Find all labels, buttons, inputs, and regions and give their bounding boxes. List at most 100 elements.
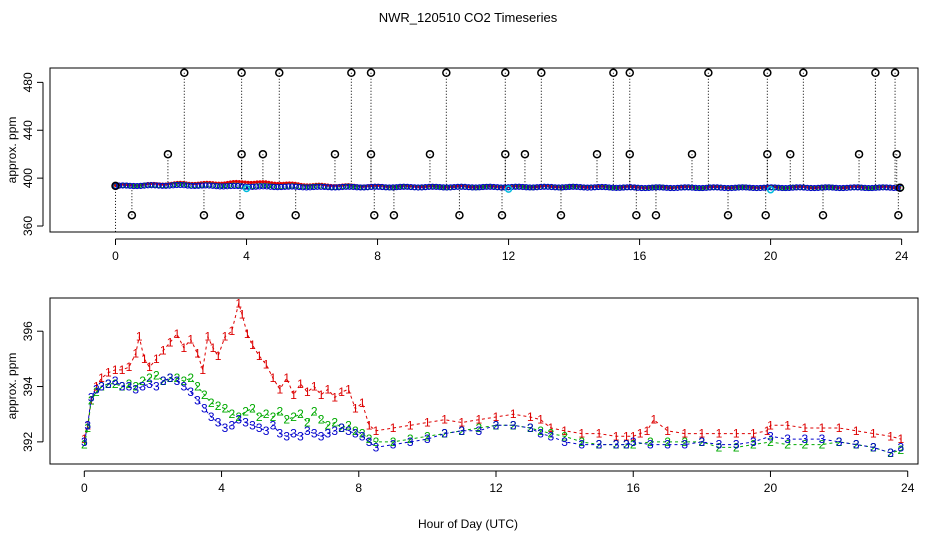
bottom-series-1-point: 1 — [784, 418, 791, 432]
bottom-series-3-point: 3 — [561, 435, 568, 449]
top-series-3-point — [451, 183, 458, 191]
bottom-series-1-point: 1 — [167, 335, 174, 349]
bottom-series-3-point: 3 — [596, 438, 603, 452]
bottom-x-tick-label: 24 — [901, 481, 915, 495]
bottom-series-2-point: 2 — [784, 438, 791, 452]
bottom-series-1-point: 1 — [510, 407, 517, 421]
top-series-3-point — [177, 181, 184, 189]
bottom-series-1-point: 1 — [204, 330, 211, 344]
bottom-series-1-point: 1 — [644, 424, 651, 438]
bottom-series-3-point: 3 — [476, 424, 483, 438]
top-series-3-point — [361, 184, 368, 191]
top-series-3-point — [807, 184, 814, 192]
top-series-3-point — [742, 184, 750, 191]
bottom-series-3-point: 3 — [537, 427, 544, 441]
bottom-series-2-point: 2 — [716, 440, 723, 454]
top-series-3-point — [292, 183, 299, 190]
bottom-series-2-point: 2 — [801, 438, 808, 452]
bottom-series-2-point: 2 — [194, 380, 201, 394]
top-series-3-point — [382, 184, 389, 191]
top-series-3-point — [796, 184, 804, 191]
bottom-series-2-point: 2 — [187, 371, 194, 385]
top-series-3-point — [144, 182, 152, 189]
bottom-series-1-point: 1 — [283, 371, 290, 385]
top-flagged-point — [242, 184, 251, 193]
bottom-series-1-point: 1 — [174, 327, 181, 341]
bottom-series-3-point: 3 — [283, 429, 290, 443]
bottom-series-1-point: 1 — [390, 421, 397, 435]
bottom-series-1-point: 1 — [210, 341, 217, 355]
top-series-3-point — [425, 183, 433, 190]
top-series-3-point — [433, 183, 440, 190]
top-series-3-point — [876, 184, 883, 191]
bottom-series-1-point: 1 — [366, 418, 373, 432]
top-series-3-point — [526, 184, 533, 191]
bottom-series-2-point: 2 — [215, 399, 222, 413]
top-outlier-point — [330, 149, 340, 159]
top-y-axis-label: approx. ppm — [5, 117, 19, 184]
bottom-series-3-point: 3 — [215, 416, 222, 430]
top-series-3-point — [469, 184, 476, 191]
bottom-series-2-point: 2 — [537, 424, 544, 438]
bottom-series-3-point: 3 — [716, 438, 723, 452]
bottom-series-3-point: 3 — [345, 424, 352, 438]
top-series-3-point — [566, 183, 573, 190]
top-series-3-point — [191, 182, 198, 189]
bottom-series-3-point: 3 — [81, 435, 88, 449]
top-series-3-point — [180, 182, 188, 189]
top-outlier-point — [520, 149, 530, 159]
top-series-1-point — [267, 180, 271, 184]
top-series-3-point — [415, 184, 422, 191]
bottom-series-1-point: 1 — [222, 330, 229, 344]
top-series-3-point — [123, 182, 130, 189]
bottom-series-1-point: 1 — [194, 346, 201, 360]
top-series-3-point — [775, 184, 782, 191]
top-series-3-point — [501, 184, 508, 191]
bottom-series-1-point: 1 — [527, 410, 534, 424]
top-series-3-point — [461, 183, 469, 190]
top-series-1-point — [264, 180, 268, 184]
bottom-series-2-point: 2 — [242, 404, 249, 418]
top-panel: 0 4 8 12 16 20 24 360 400 440 480 — [21, 67, 919, 263]
bottom-series-2-point: 2 — [664, 435, 671, 449]
bottom-series-1-point: 1 — [441, 413, 448, 427]
bottom-series-3-point: 3 — [119, 380, 126, 394]
top-series-3-point — [692, 184, 699, 191]
top-series-3-point — [357, 184, 364, 191]
bottom-series-3-point: 3 — [304, 424, 311, 438]
bottom-series-2-point: 2 — [167, 371, 174, 385]
bottom-series-2-point: 2 — [819, 438, 826, 452]
bottom-series-3-point: 3 — [424, 432, 431, 446]
top-series-3-point — [739, 184, 746, 191]
top-series-3-point — [321, 183, 328, 191]
bottom-series-1-point: 1 — [338, 385, 345, 399]
bottom-series-1-point: 1 — [352, 402, 359, 416]
bottom-series-1-point: 1 — [537, 413, 544, 427]
top-series-3-point — [544, 183, 551, 190]
bottom-series-2-point: 2 — [160, 374, 167, 388]
bottom-series-3-point: 3 — [366, 435, 373, 449]
top-series-3-point — [663, 184, 670, 191]
bottom-series-2-point: 2 — [870, 440, 877, 454]
top-outlier-point — [871, 68, 880, 78]
bottom-series-1-point: 1 — [126, 360, 133, 374]
top-outlier-point — [275, 68, 284, 78]
bottom-series-3-point: 3 — [359, 429, 366, 443]
bottom-series-1-point: 1 — [270, 371, 277, 385]
top-series-3-point — [260, 183, 267, 190]
top-series-3-point — [472, 184, 479, 191]
bottom-series-3-point: 3 — [256, 421, 263, 435]
bottom-series-1-point: 1 — [424, 416, 431, 430]
bottom-series-3-point: 3 — [407, 435, 414, 449]
top-series-1-point — [252, 180, 256, 184]
bottom-series-1-point: 1 — [836, 421, 843, 435]
top-series-3-point — [591, 184, 598, 191]
top-outlier-point — [455, 210, 464, 220]
top-series-1-point — [261, 180, 265, 184]
bottom-series-2-point: 2 — [81, 438, 88, 452]
bottom-series-2-point: 2 — [493, 418, 500, 432]
top-series-3-point — [119, 182, 126, 189]
top-outlier-point — [763, 149, 772, 159]
bottom-y-tick-label: 396 — [21, 321, 35, 341]
top-series-3-point — [263, 183, 270, 190]
